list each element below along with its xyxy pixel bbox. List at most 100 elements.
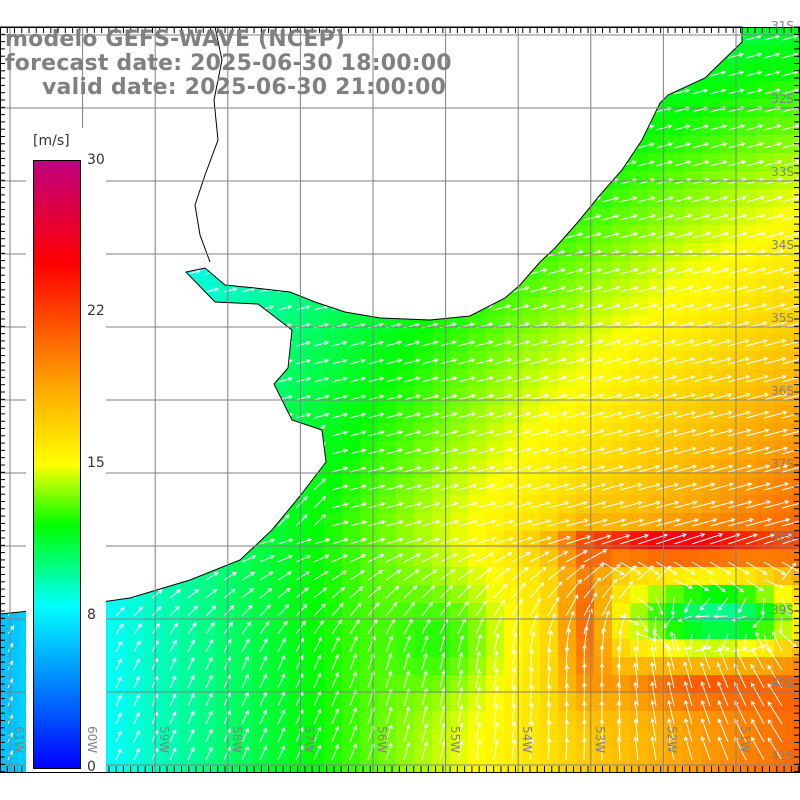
wind-speed-cell <box>630 711 648 729</box>
wind-arrow <box>673 579 693 589</box>
wind-arrow <box>133 711 140 725</box>
wind-speed-cell <box>450 333 468 351</box>
wind-arrow <box>205 588 218 599</box>
wind-speed-cell <box>738 243 756 261</box>
wind-arrow <box>169 605 180 617</box>
wind-speed-cell <box>774 135 792 153</box>
wind-speed-cell <box>576 585 594 603</box>
wind-speed-cell <box>648 261 666 279</box>
wind-speed-cell <box>594 747 612 765</box>
wind-arrow <box>439 429 459 437</box>
wind-speed-cell <box>720 585 738 603</box>
wind-speed-cell <box>684 189 702 207</box>
wind-arrow <box>683 699 693 725</box>
wind-speed-cell <box>684 243 702 261</box>
wind-speed-cell <box>288 639 306 657</box>
wind-speed-cell <box>666 495 684 513</box>
wind-arrow <box>546 701 552 725</box>
wind-arrow <box>493 567 511 581</box>
wind-speed-cell <box>774 765 792 772</box>
wind-arrow <box>277 376 293 383</box>
wind-arrow <box>650 645 657 671</box>
wind-arrow <box>763 533 793 545</box>
wind-arrow <box>601 411 623 419</box>
wind-arrow <box>727 446 752 455</box>
wind-speed-cell <box>684 621 702 639</box>
wind-speed-cell <box>720 153 738 171</box>
wind-speed-cell <box>756 189 774 207</box>
wind-speed-cell <box>630 189 648 207</box>
wind-arrow <box>367 585 382 599</box>
wind-speed-cell <box>612 603 630 621</box>
wind-arrow <box>457 340 476 347</box>
wind-arrow <box>331 520 349 527</box>
wind-arrow <box>223 604 235 617</box>
wind-arrow <box>403 358 421 365</box>
wind-arrow <box>763 195 784 203</box>
wind-speed-cell <box>216 711 234 729</box>
wind-arrow <box>650 718 657 743</box>
wind-speed-cell <box>684 531 702 549</box>
wind-speed-cell <box>774 27 792 45</box>
wind-arrow <box>385 706 393 725</box>
wind-arrow <box>241 604 253 617</box>
wind-speed-cell <box>234 711 252 729</box>
wind-arrow <box>403 340 421 347</box>
wind-arrow <box>331 412 349 419</box>
wind-speed-cell <box>702 243 720 261</box>
wind-arrow <box>727 392 751 401</box>
wind-arrow <box>745 410 770 419</box>
wind-speed-cell <box>756 567 774 585</box>
wind-arrow <box>475 393 495 401</box>
wind-speed-cell <box>612 189 630 207</box>
wind-speed-cell <box>342 765 360 772</box>
wind-speed-cell <box>774 513 792 531</box>
wind-arrow <box>601 465 624 473</box>
wind-arrow <box>691 500 717 509</box>
wind-speed-cell <box>252 747 270 765</box>
wind-speed-cell <box>702 279 720 297</box>
wind-arrow <box>457 634 465 653</box>
wind-arrow <box>295 340 311 347</box>
wind-speed-cell <box>756 693 774 711</box>
wind-arrow <box>187 728 195 743</box>
wind-arrow <box>205 674 213 689</box>
wind-speed-cell <box>792 693 800 711</box>
wind-speed-cell <box>630 351 648 369</box>
wind-arrow <box>583 214 602 221</box>
wind-speed-cell <box>558 261 576 279</box>
wind-speed-cell <box>306 603 324 621</box>
wind-speed-cell <box>288 765 306 772</box>
wind-speed-cell <box>396 351 414 369</box>
wind-arrow <box>655 231 675 239</box>
wind-arrow <box>241 727 249 743</box>
wind-arrow <box>385 412 404 419</box>
wind-arrow <box>745 374 769 383</box>
wind-speed-cell <box>396 477 414 495</box>
wind-arrow <box>385 553 403 563</box>
wind-arrow <box>439 340 458 347</box>
wind-speed-cell <box>396 405 414 423</box>
wind-speed-cell <box>144 603 162 621</box>
wind-arrow <box>673 213 693 221</box>
wind-arrow <box>691 195 711 203</box>
wind-speed-cell <box>270 567 288 585</box>
wind-speed-cell <box>414 531 432 549</box>
wind-arrow <box>583 465 606 473</box>
wind-speed-cell <box>540 711 558 729</box>
wind-arrow <box>673 357 696 365</box>
wind-speed-cell <box>126 603 144 621</box>
wind-arrow <box>763 374 787 383</box>
wind-speed-cell <box>180 675 198 693</box>
wind-arrow <box>745 500 772 509</box>
wind-arrow <box>331 653 340 671</box>
wind-arrow <box>187 746 195 761</box>
wind-speed-cell <box>270 657 288 675</box>
wind-arrow <box>781 52 799 59</box>
wind-speed-cell <box>720 405 738 423</box>
wind-speed-cell <box>756 729 774 747</box>
wind-speed-cell <box>738 153 756 171</box>
wind-speed-cell <box>180 693 198 711</box>
wind-arrow <box>637 267 657 275</box>
wind-speed-cell <box>342 549 360 567</box>
